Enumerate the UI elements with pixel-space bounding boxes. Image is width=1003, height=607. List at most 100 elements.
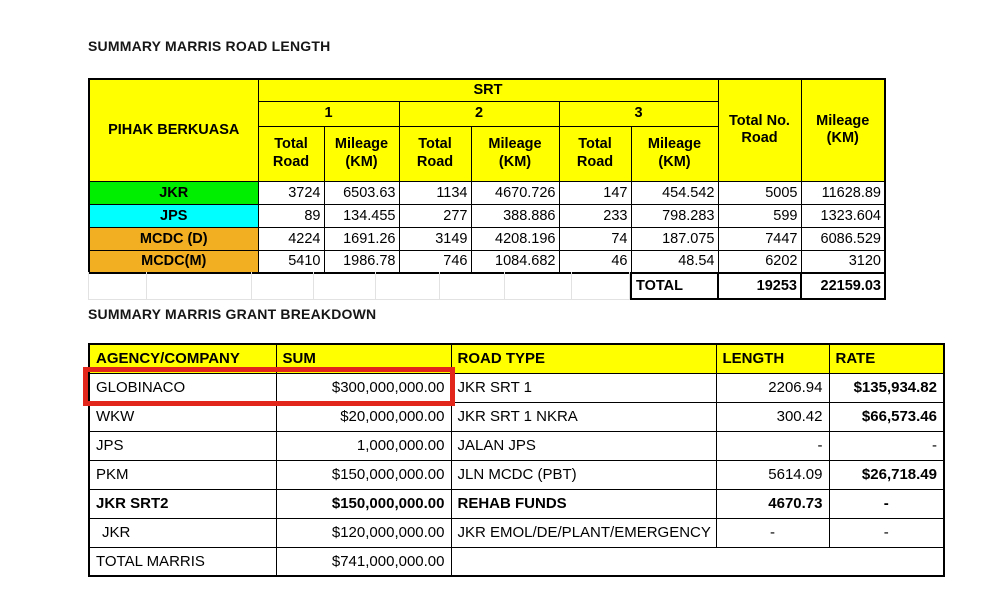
t1-row-mcdc-m: MCDC(M) 5410 1986.78 746 1084.682 46 48.… [88, 249, 886, 274]
ghost-cell [252, 272, 314, 300]
t2-sum-cell: $150,000,000.00 [275, 459, 452, 490]
t1-cell: 746 [398, 249, 472, 274]
t1-header-mileage-total: Mileage (KM) [800, 78, 886, 182]
t2-rate-cell: $135,934.82 [828, 372, 945, 403]
t1-cell: 74 [558, 226, 632, 251]
t2-agency-cell: JPS [88, 430, 277, 461]
t2-rate-cell: $66,573.46 [828, 401, 945, 432]
t2-row-pkm: PKM $150,000,000.00 JLN MCDC (PBT) 5614.… [88, 459, 945, 490]
t2-length-cell: - [715, 517, 830, 548]
t2-length-cell: 300.42 [715, 401, 830, 432]
t2-row-jps: JPS 1,000,000.00 JALAN JPS - - [88, 430, 945, 461]
t2-row-jkr-srt2: JKR SRT2 $150,000,000.00 REHAB FUNDS 467… [88, 488, 945, 519]
t1-header-total-road-2: Total Road [398, 125, 472, 182]
t1-cell: 1134 [398, 180, 472, 205]
ghost-cell [440, 272, 505, 300]
t2-length-cell: - [715, 430, 830, 461]
t1-cell: 1323.604 [800, 203, 886, 228]
t2-road-type-cell: JALAN JPS [450, 430, 717, 461]
t1-header-srt: SRT [257, 78, 719, 102]
t2-length-cell: 5614.09 [715, 459, 830, 490]
t1-total-mileage-value: 22159.03 [800, 272, 886, 300]
t1-cell: 3120 [800, 249, 886, 274]
t2-road-type-cell: JKR EMOL/DE/PLANT/EMERGENCY [450, 517, 717, 548]
t1-cell: 4670.726 [470, 180, 560, 205]
t2-agency-cell: TOTAL MARRIS [88, 546, 277, 577]
t1-cell: 46 [558, 249, 632, 274]
t1-cell: 1691.26 [323, 226, 400, 251]
t1-header-row-measures: Total Road Mileage (KM) Total Road Milea… [89, 125, 885, 182]
t2-empty-cell [829, 547, 944, 576]
t2-agency-cell: PKM [88, 459, 277, 490]
t2-rate-cell: - [828, 517, 945, 548]
t1-cell: 11628.89 [800, 180, 886, 205]
t1-header-mileage-2: Mileage (KM) [470, 125, 560, 182]
ghost-cell [376, 272, 440, 300]
ghost-cell [147, 272, 252, 300]
t1-cell: 3724 [257, 180, 325, 205]
t1-cell: 1084.682 [470, 249, 560, 274]
t2-agency-cell: JKR SRT2 [88, 488, 277, 519]
t2-rate-cell: $26,718.49 [828, 459, 945, 490]
t1-cell: 147 [558, 180, 632, 205]
t2-row-globinaco: GLOBINACO $300,000,000.00 JKR SRT 1 2206… [88, 372, 945, 403]
t2-row-wkw: WKW $20,000,000.00 JKR SRT 1 NKRA 300.42… [88, 401, 945, 432]
t1-cell: 1986.78 [323, 249, 400, 274]
t1-row-jkr: JKR 3724 6503.63 1134 4670.726 147 454.5… [88, 180, 886, 205]
t1-cell: 134.455 [323, 203, 400, 228]
t1-cell: 4224 [257, 226, 325, 251]
t1-header-group-2: 2 [398, 100, 560, 127]
t1-total-row: TOTAL 19253 22159.03 [88, 272, 886, 300]
ghost-cell [572, 272, 630, 300]
t1-cell: 5005 [717, 180, 802, 205]
ghost-cell [88, 272, 147, 300]
t1-cell: 388.886 [470, 203, 560, 228]
grant-breakdown-table: AGENCY/COMPANY SUM ROAD TYPE LENGTH RATE… [83, 343, 945, 577]
t1-header-mileage-1: Mileage (KM) [323, 125, 400, 182]
t2-header-road-type: ROAD TYPE [450, 343, 717, 374]
t1-total-no-road-value: 19253 [717, 272, 802, 300]
t1-label-mcdc-m: MCDC(M) [88, 249, 259, 274]
t1-cell: 599 [717, 203, 802, 228]
t1-header-mileage-3: Mileage (KM) [630, 125, 719, 182]
t2-rate-cell: - [828, 488, 945, 519]
t2-road-type-cell: JLN MCDC (PBT) [450, 459, 717, 490]
t1-header-total-road-3: Total Road [558, 125, 632, 182]
t2-header-rate: RATE [828, 343, 945, 374]
t1-row-jps: JPS 89 134.455 277 388.886 233 798.283 5… [88, 203, 886, 228]
t2-sum-cell: $300,000,000.00 [275, 372, 452, 403]
t1-cell: 89 [257, 203, 325, 228]
t1-header-total-road-1: Total Road [257, 125, 325, 182]
t2-row-total-marris: TOTAL MARRIS $741,000,000.00 [88, 546, 944, 577]
ghost-cell [314, 272, 376, 300]
t2-length-cell: 2206.94 [715, 372, 830, 403]
t1-cell: 3149 [398, 226, 472, 251]
t1-header-row-groups: 1 2 3 [89, 100, 885, 127]
t2-road-type-cell: JKR SRT 1 [450, 372, 717, 403]
t2-agency-cell: GLOBINACO [88, 372, 277, 403]
t1-label-mcdc-d: MCDC (D) [88, 226, 259, 251]
t1-cell: 48.54 [630, 249, 719, 274]
t1-cell: 187.075 [630, 226, 719, 251]
t1-header-pihak: PIHAK BERKUASA [88, 78, 259, 182]
t2-agency-cell: JKR [88, 517, 277, 548]
road-length-title: SUMMARY MARRIS ROAD LENGTH [88, 38, 331, 54]
t2-sum-cell: $150,000,000.00 [275, 488, 452, 519]
highlight-box [83, 367, 455, 406]
t2-road-type-cell: JKR SRT 1 NKRA [450, 401, 717, 432]
t2-row-jkr: JKR $120,000,000.00 JKR EMOL/DE/PLANT/EM… [88, 517, 945, 548]
t1-header-group-1: 1 [257, 100, 400, 127]
t2-empty-cell [716, 547, 829, 576]
t1-cell: 233 [558, 203, 632, 228]
t1-cell: 277 [398, 203, 472, 228]
t1-total-label: TOTAL [630, 272, 719, 300]
t1-cell: 6086.529 [800, 226, 886, 251]
t2-sum-cell: $120,000,000.00 [275, 517, 452, 548]
t1-header-total-no-road: Total No. Road [717, 78, 802, 182]
t1-cell: 4208.196 [470, 226, 560, 251]
t1-cell: 6503.63 [323, 180, 400, 205]
t1-grand-total: TOTAL 19253 22159.03 [630, 272, 886, 300]
t1-label-jps: JPS [88, 203, 259, 228]
t1-cell: 7447 [717, 226, 802, 251]
t1-header-group-3: 3 [558, 100, 719, 127]
